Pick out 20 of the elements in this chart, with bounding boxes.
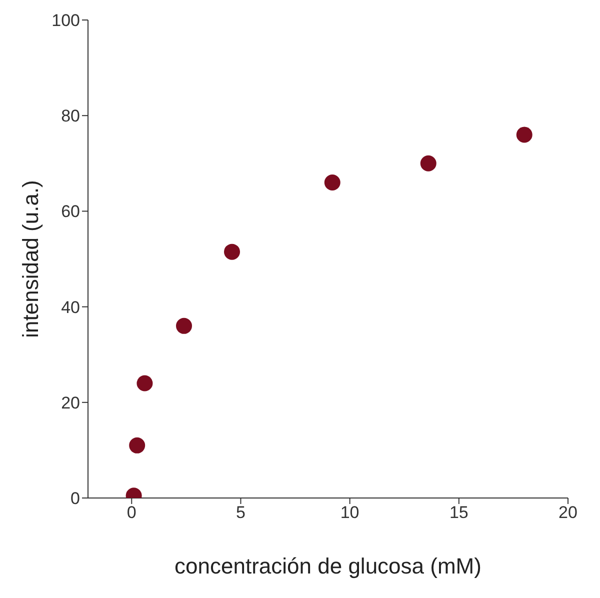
point: [136, 375, 153, 392]
y-tick-label: 40: [61, 298, 80, 317]
y-tick-label: 80: [61, 106, 80, 126]
point: [324, 174, 340, 191]
y-tick-label: 60: [61, 202, 80, 222]
y-tick-label: 20: [61, 393, 80, 412]
point: [516, 126, 532, 143]
y-tick-label: 100: [52, 11, 80, 30]
x-axis-title: concentración de glucosa (mM): [174, 554, 482, 579]
x-tick-label: 15: [449, 503, 468, 522]
point: [420, 155, 436, 172]
point: [176, 318, 192, 334]
x-tick-label: 0: [126, 503, 136, 522]
x-tick-label: 20: [558, 503, 578, 522]
y-axis-title: intensidad (u.a.): [18, 180, 43, 338]
y-tick-label: 0: [70, 489, 80, 508]
x-tick-label: 5: [236, 503, 246, 522]
point: [129, 437, 146, 454]
x-tick-label: 10: [340, 503, 360, 522]
point: [224, 244, 240, 260]
